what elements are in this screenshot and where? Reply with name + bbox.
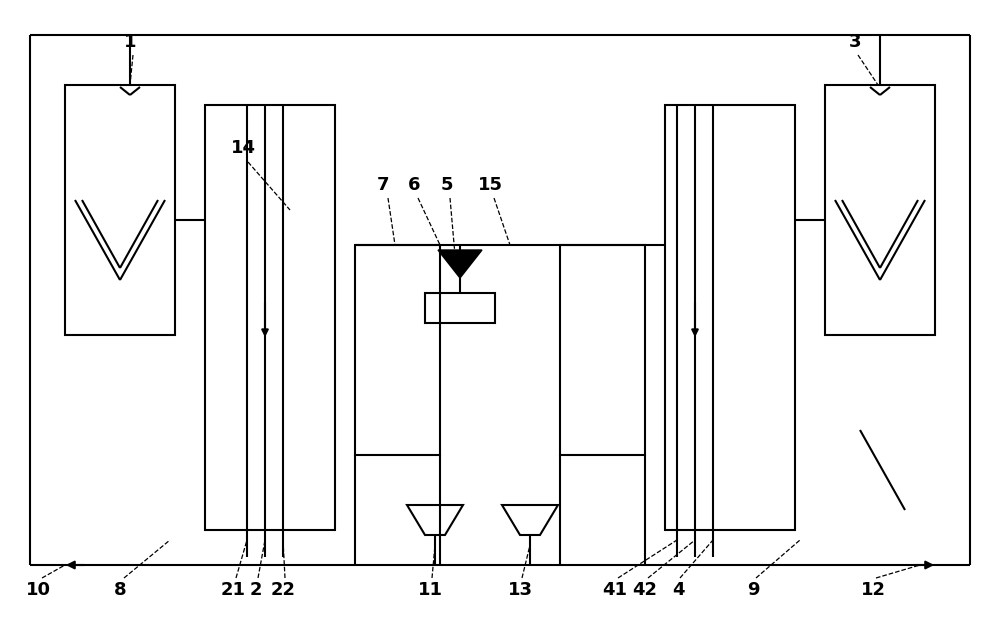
Text: 15: 15 [478, 176, 503, 194]
Text: 13: 13 [508, 581, 532, 599]
Text: 2: 2 [250, 581, 262, 599]
Bar [355, 245, 440, 455]
Text: 21: 21 [220, 581, 246, 599]
Text: 11: 11 [418, 581, 442, 599]
Bar [65, 85, 175, 335]
Text: 42: 42 [633, 581, 658, 599]
Text: 1: 1 [124, 33, 136, 51]
Text: 41: 41 [602, 581, 628, 599]
Text: 4: 4 [672, 581, 684, 599]
Bar [560, 245, 645, 455]
Text: 14: 14 [230, 139, 256, 157]
Text: 22: 22 [270, 581, 296, 599]
Bar [205, 105, 335, 530]
Bar [825, 85, 935, 335]
Text: 10: 10 [26, 581, 50, 599]
Text: 12: 12 [860, 581, 886, 599]
Text: 8: 8 [114, 581, 126, 599]
Text: 9: 9 [747, 581, 759, 599]
Bar [425, 293, 495, 323]
Text: 6: 6 [408, 176, 420, 194]
Bar [665, 105, 795, 530]
Polygon shape [438, 250, 482, 278]
Text: 5: 5 [441, 176, 453, 194]
Text: 7: 7 [377, 176, 389, 194]
Text: 3: 3 [849, 33, 861, 51]
